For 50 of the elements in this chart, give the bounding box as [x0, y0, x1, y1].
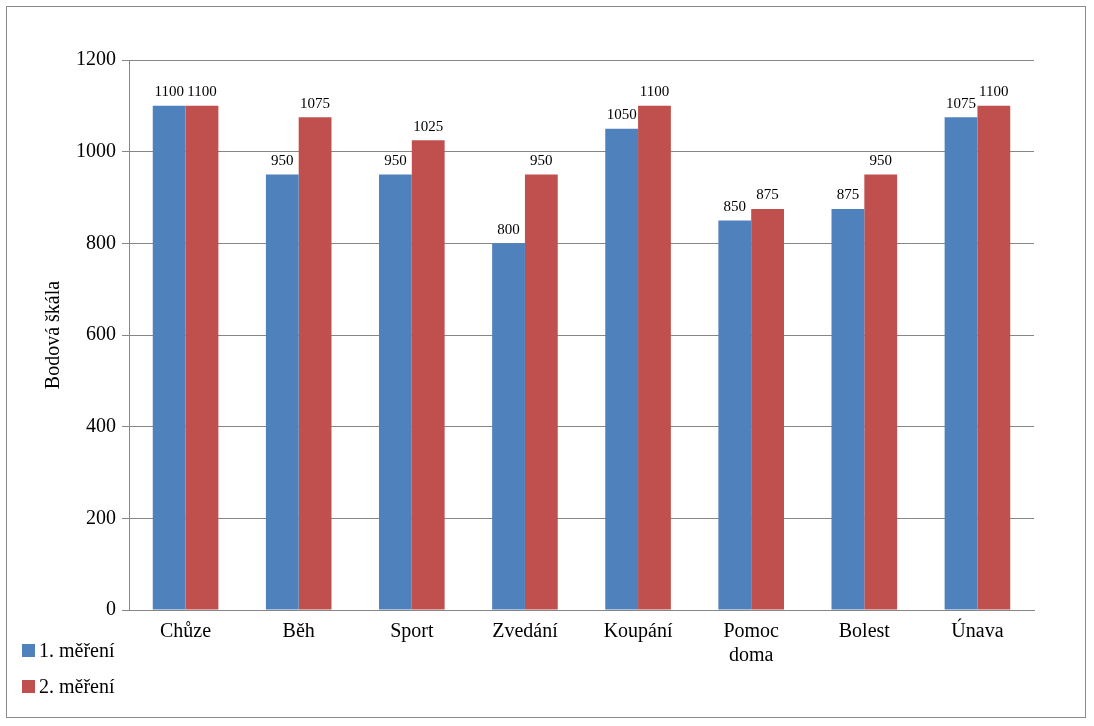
y-tick-label: 1000 [76, 138, 116, 161]
y-tick-label: 400 [86, 413, 116, 436]
data-label: 875 [756, 186, 779, 203]
bar [411, 140, 445, 610]
x-tick-label: Sport [390, 619, 434, 643]
x-tick-label: Zvedání [492, 619, 559, 642]
data-label: 1025 [413, 117, 444, 134]
data-label: 1100 [154, 83, 184, 100]
x-tick-label: Koupání [603, 619, 673, 643]
bar [152, 105, 186, 610]
bar [718, 220, 752, 610]
bar [524, 174, 558, 610]
bar [831, 208, 865, 610]
legend-label: 2. měření [39, 674, 115, 698]
data-label: 950 [384, 152, 407, 169]
data-label: 950 [271, 152, 294, 169]
bar [265, 174, 299, 610]
bar [864, 174, 898, 610]
bar [185, 105, 219, 610]
legend-label: 1. měření [39, 638, 115, 662]
data-label: 1075 [300, 94, 331, 111]
bar [379, 174, 412, 610]
data-label: 1050 [606, 106, 637, 123]
data-label: 950 [869, 152, 892, 169]
y-tick-label: 800 [86, 230, 116, 253]
bar [492, 243, 525, 610]
bar [605, 128, 639, 610]
data-label: 1100 [639, 83, 670, 100]
data-label: 1100 [187, 83, 217, 100]
x-tick-label: Bolest [838, 619, 891, 642]
x-tick-label: Pomoc doma [723, 619, 780, 666]
data-label: 850 [723, 197, 747, 214]
data-label: 1100 [979, 83, 1009, 100]
bar [751, 208, 784, 610]
y-axis-title: Bodová škála [41, 280, 64, 390]
bar [298, 117, 332, 610]
y-tick-label: 1200 [76, 47, 116, 70]
data-label: 875 [836, 186, 860, 203]
bar [944, 117, 978, 610]
bar [977, 105, 1011, 610]
x-tick-label: Chůze [160, 619, 212, 642]
x-tick-label: Únava [951, 618, 1004, 642]
y-tick-label: 0 [106, 597, 116, 620]
data-label: 800 [497, 220, 520, 237]
data-label: 1075 [946, 94, 977, 111]
bar [638, 105, 671, 610]
data-label: 950 [530, 152, 553, 169]
y-tick-label: 200 [86, 505, 116, 528]
x-tick-label: Běh [282, 619, 315, 642]
y-tick-label: 600 [86, 322, 116, 345]
